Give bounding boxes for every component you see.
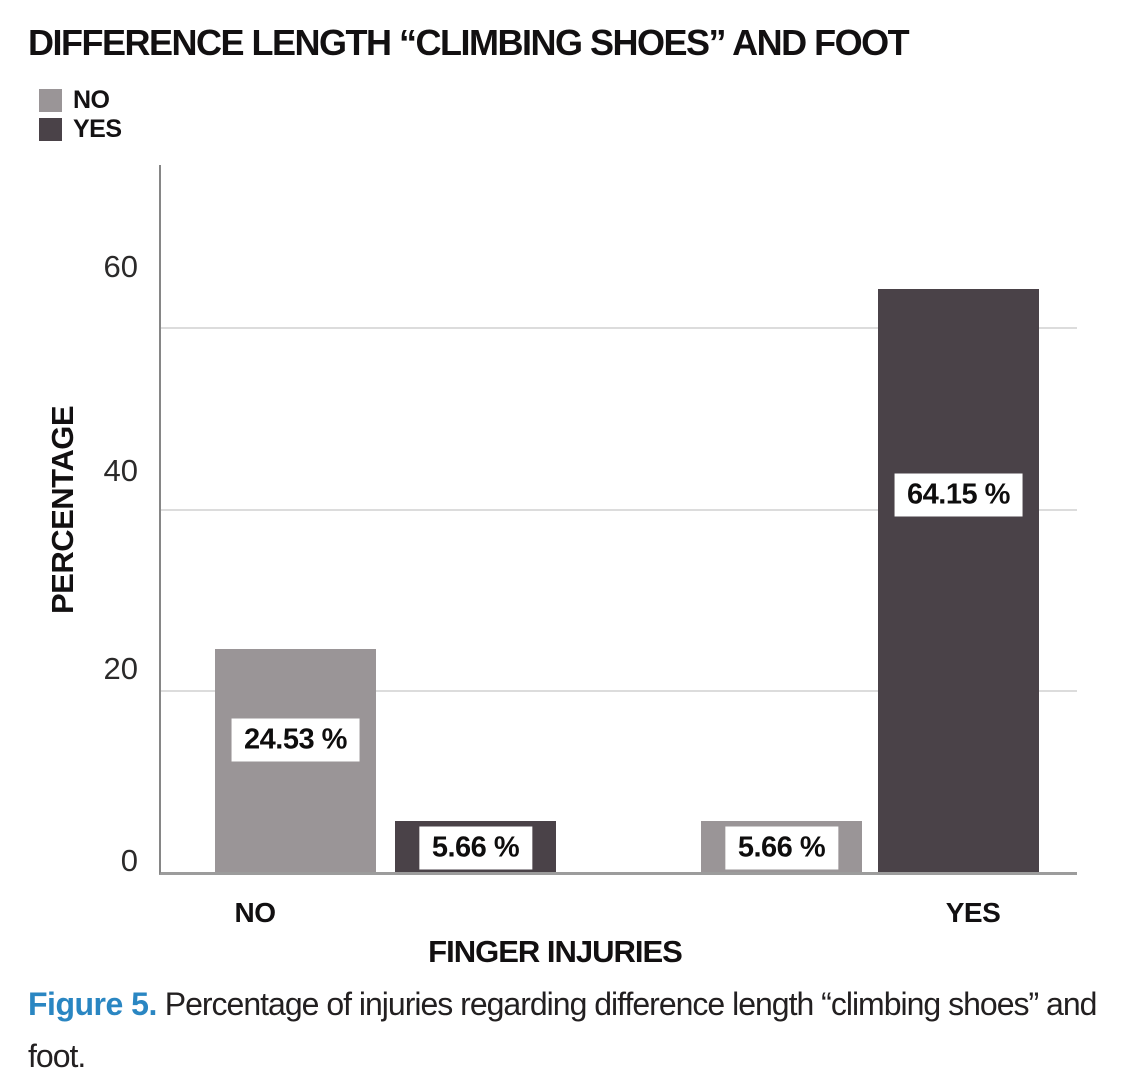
legend-swatch-yes [39, 118, 62, 141]
bar-yes-yes [878, 289, 1039, 872]
gridline-20 [161, 690, 1077, 692]
x-axis-title: FINGER INJURIES [428, 934, 683, 969]
plot-area [159, 165, 1077, 875]
figure-caption: Figure 5. Percentage of injuries regardi… [28, 979, 1106, 1083]
legend-label-yes: YES [73, 115, 122, 143]
y-axis-title: PERCENTAGE [45, 405, 80, 615]
x-category-label-yes: YES [945, 897, 1001, 928]
gridline-40 [161, 509, 1077, 511]
caption-figure-number: Figure 5. [28, 986, 157, 1022]
caption-text: Percentage of injuries regarding differe… [28, 986, 1097, 1074]
y-tick-label-0: 0 [120, 843, 138, 878]
bar-value-label: 64.15 % [894, 473, 1023, 517]
legend-label-no: NO [73, 86, 110, 114]
bar-value-label: 24.53 % [231, 718, 360, 762]
legend-swatch-no [39, 89, 62, 112]
legend-item-no: NO [39, 86, 122, 115]
gridline-60 [161, 327, 1077, 329]
chart-title: DIFFERENCE LENGTH “CLIMBING SHOES” AND F… [28, 22, 910, 63]
bar-value-label: 5.66 % [418, 826, 533, 870]
legend-item-yes: YES [39, 115, 122, 144]
chart-legend: NO YES [39, 86, 122, 144]
bar-value-label: 5.66 % [724, 826, 839, 870]
y-tick-label-40: 40 [103, 453, 138, 488]
x-category-label-no: NO [234, 897, 277, 928]
y-tick-label-20: 20 [103, 651, 138, 686]
y-tick-label-60: 60 [103, 249, 138, 284]
